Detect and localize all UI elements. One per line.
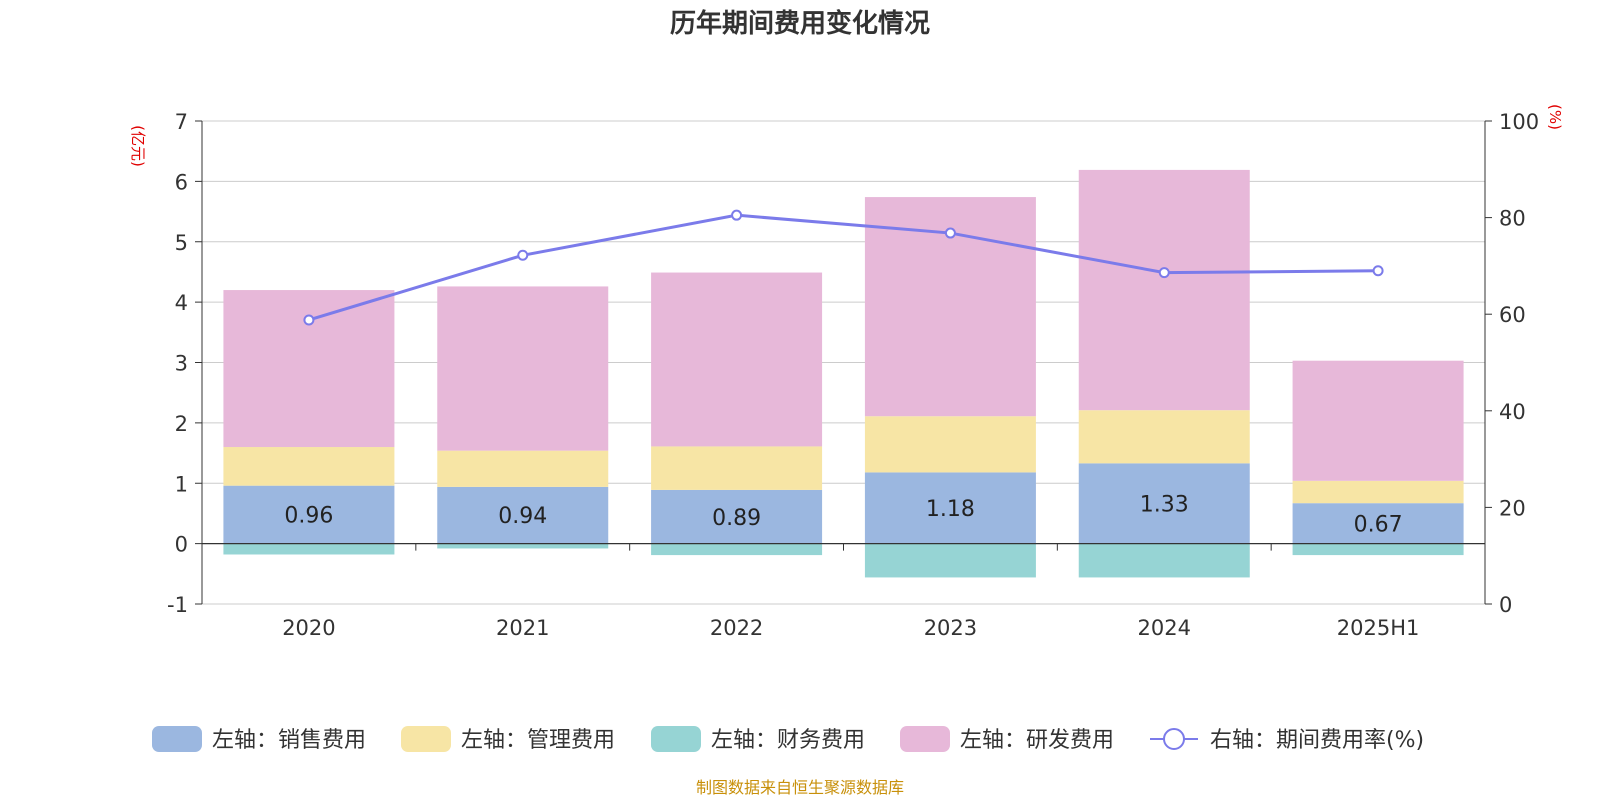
bar-segment xyxy=(651,446,823,490)
x-tick-label: 2022 xyxy=(710,616,763,640)
bar-segment xyxy=(651,489,823,544)
legend-label: 左轴：研发费用 xyxy=(960,728,1114,753)
bar-segment xyxy=(1078,463,1250,544)
left-tick-label: -1 xyxy=(167,593,188,617)
bar-segment xyxy=(1292,360,1464,481)
rate-point xyxy=(944,227,956,239)
chart-title: 历年期间费用变化情况 xyxy=(670,8,930,39)
right-tick-label: 40 xyxy=(1499,400,1526,424)
bar-segment xyxy=(864,416,1036,473)
legend-swatch xyxy=(401,726,451,752)
bar-segment xyxy=(1078,543,1250,578)
source-note: 制图数据来自恒生聚源数据库 xyxy=(696,778,904,797)
legend-label: 左轴：销售费用 xyxy=(212,728,366,753)
bar-segment xyxy=(437,543,609,549)
left-tick-label: 1 xyxy=(175,472,188,496)
legend-marker xyxy=(1163,728,1185,750)
legend-swatch xyxy=(651,726,701,752)
data-label: 0.67 xyxy=(1354,512,1403,537)
right-axis-unit: (%) xyxy=(1546,104,1564,130)
bar-segment xyxy=(651,272,823,447)
rate-point xyxy=(303,314,315,326)
bar-segment xyxy=(1078,169,1250,411)
bar-series xyxy=(223,169,1464,578)
bar-segment xyxy=(223,485,395,544)
axes: -1 0 1 2 3 4 5 6 7 0 20 40 60 80 100 2020 2021 2022 2023 20… xyxy=(167,110,1539,640)
bar-segment xyxy=(1292,503,1464,544)
left-tick-label: 4 xyxy=(175,291,188,315)
rate-line xyxy=(308,213,1379,322)
data-label: 0.96 xyxy=(284,504,333,529)
bar-segment xyxy=(1292,480,1464,504)
legend-label: 左轴：管理费用 xyxy=(461,728,615,753)
data-label: 0.89 xyxy=(712,506,761,531)
x-tick-label: 2024 xyxy=(1138,616,1191,640)
bar-segment xyxy=(1292,543,1464,556)
legend: 左轴：销售费用 左轴：管理费用 左轴：财务费用 左轴：研发费用 右轴：期间费用率(%) xyxy=(152,726,1424,753)
legend-label: 左轴：财务费用 xyxy=(711,728,865,753)
bar-segment xyxy=(437,450,609,487)
bar-segment xyxy=(651,543,823,556)
left-tick-label: 5 xyxy=(175,231,188,255)
right-tick-label: 20 xyxy=(1499,496,1526,520)
line-series xyxy=(303,209,1384,326)
bar-segment xyxy=(437,286,609,451)
data-label: 0.94 xyxy=(498,504,547,529)
right-tick-label: 0 xyxy=(1499,593,1512,617)
bar-segment xyxy=(223,543,395,555)
right-tick-label: 80 xyxy=(1499,207,1526,231)
x-tick-label: 2020 xyxy=(282,616,335,640)
bar-segment xyxy=(223,447,395,486)
x-tick-label: 2021 xyxy=(496,616,549,640)
legend-swatch xyxy=(152,726,202,752)
right-tick-label: 100 xyxy=(1499,110,1539,134)
rate-point xyxy=(1372,265,1384,277)
rate-point xyxy=(517,249,529,261)
bar-segment xyxy=(1078,410,1250,464)
grid-lines xyxy=(202,120,1485,605)
left-tick-label: 7 xyxy=(175,110,188,134)
data-label: 1.33 xyxy=(1140,492,1189,517)
x-tick-label: 2025H1 xyxy=(1337,616,1420,640)
x-tick-label: 2023 xyxy=(924,616,977,640)
left-tick-label: 0 xyxy=(175,533,188,557)
left-axis-unit: (亿元) xyxy=(129,125,147,167)
bar-segment xyxy=(864,472,1036,544)
rate-point xyxy=(1158,267,1170,279)
left-tick-label: 6 xyxy=(175,170,188,194)
bar-segment xyxy=(223,290,395,448)
data-labels: 0.96 0.94 0.89 1.18 1.33 0.67 xyxy=(284,492,1402,537)
data-label: 1.18 xyxy=(926,497,975,522)
left-tick-label: 2 xyxy=(175,412,188,436)
rate-point xyxy=(731,209,743,221)
legend-label: 右轴：期间费用率(%) xyxy=(1210,728,1424,753)
bar-segment xyxy=(864,543,1036,578)
left-tick-label: 3 xyxy=(175,352,188,376)
right-tick-label: 60 xyxy=(1499,303,1526,327)
legend-swatch xyxy=(900,726,950,752)
bar-segment xyxy=(437,486,609,544)
